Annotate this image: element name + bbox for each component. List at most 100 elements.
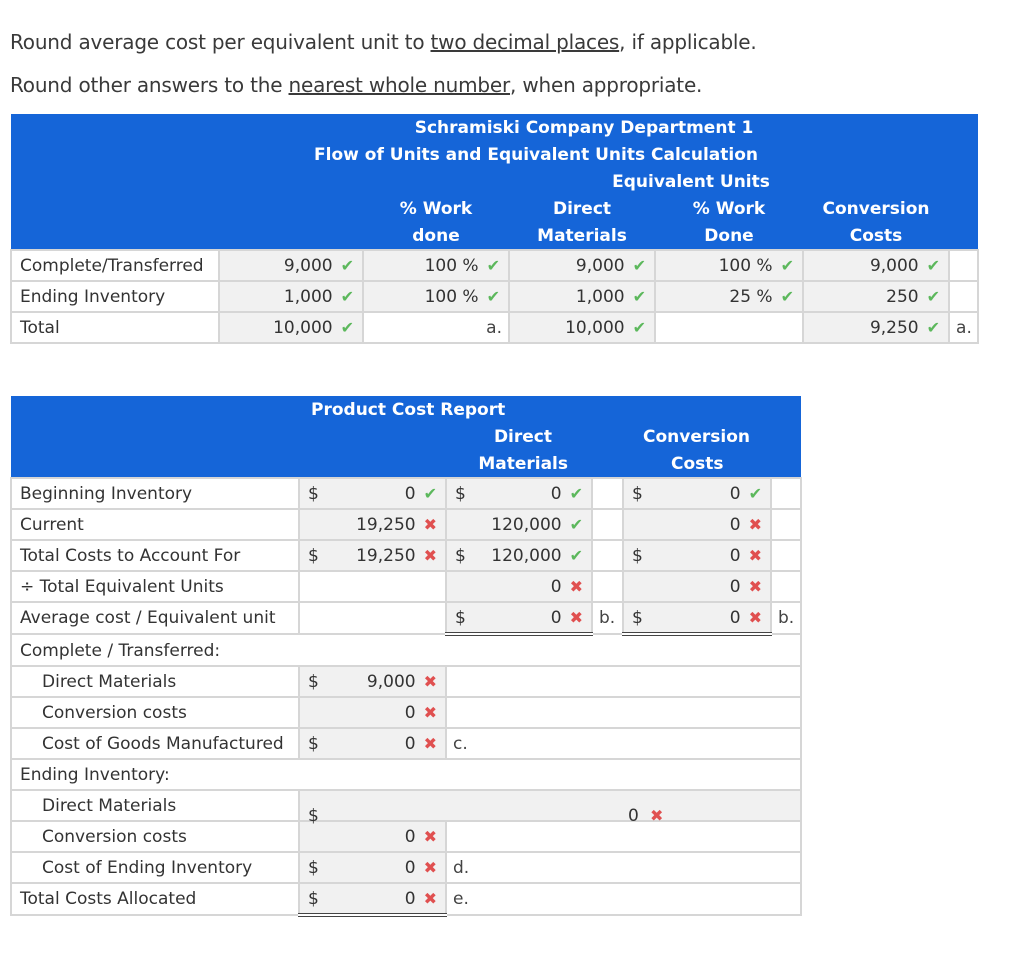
equiv-units-dm-input[interactable]: 0 ✖: [445, 570, 593, 603]
check-icon: ✔: [423, 483, 437, 503]
table-row: Direct Materials $9,000 ✖: [10, 665, 802, 698]
x-icon: ✖: [423, 702, 437, 722]
answer-marker-c: c.: [445, 727, 802, 760]
table-row: Conversion costs 0 ✖: [10, 820, 802, 853]
current-cc-input[interactable]: 0 ✖: [622, 508, 772, 541]
x-icon: ✖: [748, 576, 762, 596]
check-icon: ✔: [926, 255, 941, 275]
check-icon: ✔: [340, 317, 354, 337]
x-icon: ✖: [423, 514, 437, 534]
dm-units-input[interactable]: 9,000 ✔: [508, 249, 656, 282]
beginning-inventory-dm-input[interactable]: $0 ✔: [445, 477, 593, 510]
beginning-inventory-cc-input[interactable]: $0 ✔: [622, 477, 772, 510]
check-icon: ✔: [569, 514, 583, 534]
row-label: Total: [10, 311, 220, 344]
row-label: Ending Inventory: [10, 280, 220, 313]
col-direct-materials: Direct: [509, 195, 655, 222]
x-icon: ✖: [423, 857, 437, 877]
dm-units-input[interactable]: 1,000 ✔: [508, 280, 656, 313]
cc-units-input[interactable]: 250 ✔: [801, 280, 951, 313]
flow-of-units-table: Schramiski Company Department 1 Flow of …: [10, 114, 980, 344]
table-row: Direct Materials $ 0 ✖: [10, 789, 802, 826]
ct-dm-input[interactable]: $9,000 ✖: [298, 665, 447, 698]
check-icon: ✔: [632, 317, 646, 337]
avg-cost-dm-input[interactable]: $0 ✖: [445, 601, 593, 636]
units-input[interactable]: 9,000 ✔: [218, 249, 364, 282]
current-total-input[interactable]: 19,250 ✖: [298, 508, 447, 541]
table-row: Current 19,250 ✖ 120,000 ✔ 0 ✖: [10, 508, 802, 541]
check-icon: ✔: [780, 255, 794, 275]
table-row: Complete/Transferred 9,000 ✔ 100 % ✔ 9,000…: [10, 249, 980, 282]
check-icon: ✔: [632, 255, 646, 275]
ct-cc-input[interactable]: 0 ✖: [298, 696, 447, 729]
check-icon: ✔: [569, 483, 583, 503]
check-icon: ✔: [632, 286, 646, 306]
table-row: Beginning Inventory $0 ✔ $0 ✔ $0 ✔: [10, 477, 802, 510]
row-label: Cost of Goods Manufactured: [10, 727, 300, 760]
total-costs-allocated-input[interactable]: $0 ✖: [298, 882, 447, 917]
row-label: Total Costs to Account For: [10, 539, 300, 572]
row-label: Direct Materials: [10, 665, 300, 698]
instruction-text: , when appropriate.: [510, 73, 703, 97]
col-conversion-costs: Conversion: [803, 195, 950, 222]
total-dm-units-input[interactable]: 10,000 ✔: [508, 311, 656, 344]
instruction-text: Round average cost per equivalent unit t…: [10, 30, 431, 54]
x-icon: ✖: [423, 671, 437, 691]
total-cc-units-input[interactable]: 9,250 ✔: [801, 311, 951, 344]
check-icon: ✔: [486, 286, 500, 306]
check-icon: ✔: [748, 483, 762, 503]
check-icon: ✔: [780, 286, 794, 306]
section-header-row: Complete / Transferred:: [10, 633, 802, 667]
row-label: Beginning Inventory: [10, 477, 300, 510]
pct-work-input[interactable]: 100 % ✔: [362, 249, 510, 282]
ei-dm-input[interactable]: $ 0 ✖: [298, 789, 802, 826]
table-row: Total Costs to Account For $19,250 ✖ $120…: [10, 539, 802, 572]
col-direct-materials-line2: Materials: [446, 450, 592, 478]
check-icon: ✔: [926, 317, 941, 337]
pct-work-done-input[interactable]: 100 % ✔: [654, 249, 804, 282]
table-row: Average cost / Equivalent unit $0 ✖ b. $0…: [10, 601, 802, 636]
cc-units-input[interactable]: 9,000 ✔: [801, 249, 951, 282]
row-label: ÷ Total Equivalent Units: [10, 570, 300, 603]
section-header-row: Ending Inventory:: [10, 758, 802, 791]
equivalent-units-header: Equivalent Units: [509, 168, 803, 195]
col-conversion-costs-line2: Costs: [803, 222, 950, 250]
x-icon: ✖: [423, 733, 437, 753]
x-icon: ✖: [748, 607, 762, 627]
answer-marker-a: a.: [362, 311, 510, 344]
pct-work-done-input[interactable]: 25 % ✔: [654, 280, 804, 313]
col-pct-work-done-2: % Work: [655, 195, 803, 222]
row-label: Cost of Ending Inventory: [10, 851, 300, 884]
total-costs-input[interactable]: $19,250 ✖: [298, 539, 447, 572]
col-pct-work-done-1-line2: done: [363, 222, 509, 250]
beginning-inventory-total-input[interactable]: $0 ✔: [298, 477, 447, 510]
pct-work-input[interactable]: 100 % ✔: [362, 280, 510, 313]
cost-ending-inventory-input[interactable]: $0 ✖: [298, 851, 447, 884]
answer-marker-b: b.: [591, 601, 624, 635]
section-label: Complete / Transferred:: [10, 633, 802, 667]
row-label: Current: [10, 508, 300, 541]
two-decimal-places-link[interactable]: two decimal places: [430, 30, 620, 54]
total-costs-dm-input[interactable]: $120,000 ✔: [445, 539, 593, 572]
table-row: Ending Inventory 1,000 ✔ 100 % ✔ 1,000 ✔ 25…: [10, 280, 980, 313]
x-icon: ✖: [748, 545, 762, 565]
table-row: Conversion costs 0 ✖: [10, 696, 802, 729]
col-pct-work-done-1: % Work: [363, 195, 509, 222]
current-dm-input[interactable]: 120,000 ✔: [445, 508, 593, 541]
x-icon: ✖: [569, 576, 583, 596]
table-row: Total Costs Allocated $0 ✖ e.: [10, 882, 802, 917]
units-input[interactable]: 1,000 ✔: [218, 280, 364, 313]
flow-title-calc: Flow of Units and Equivalent Units Calcu…: [219, 141, 803, 168]
row-label: Total Costs Allocated: [10, 882, 300, 916]
ei-cc-input[interactable]: 0 ✖: [298, 820, 447, 853]
col-conversion-costs-line2: Costs: [623, 450, 771, 478]
total-units-input[interactable]: 10,000 ✔: [218, 311, 364, 344]
equiv-units-cc-input[interactable]: 0 ✖: [622, 570, 772, 603]
avg-cost-cc-input[interactable]: $0 ✖: [622, 601, 772, 636]
x-icon: ✖: [423, 888, 437, 908]
row-label: Conversion costs: [10, 696, 300, 729]
nearest-whole-number-link[interactable]: nearest whole number: [288, 73, 511, 97]
cogm-input[interactable]: $0 ✖: [298, 727, 447, 760]
total-costs-cc-input[interactable]: $0 ✖: [622, 539, 772, 572]
flow-title-company: Schramiski Company Department 1: [219, 114, 950, 141]
